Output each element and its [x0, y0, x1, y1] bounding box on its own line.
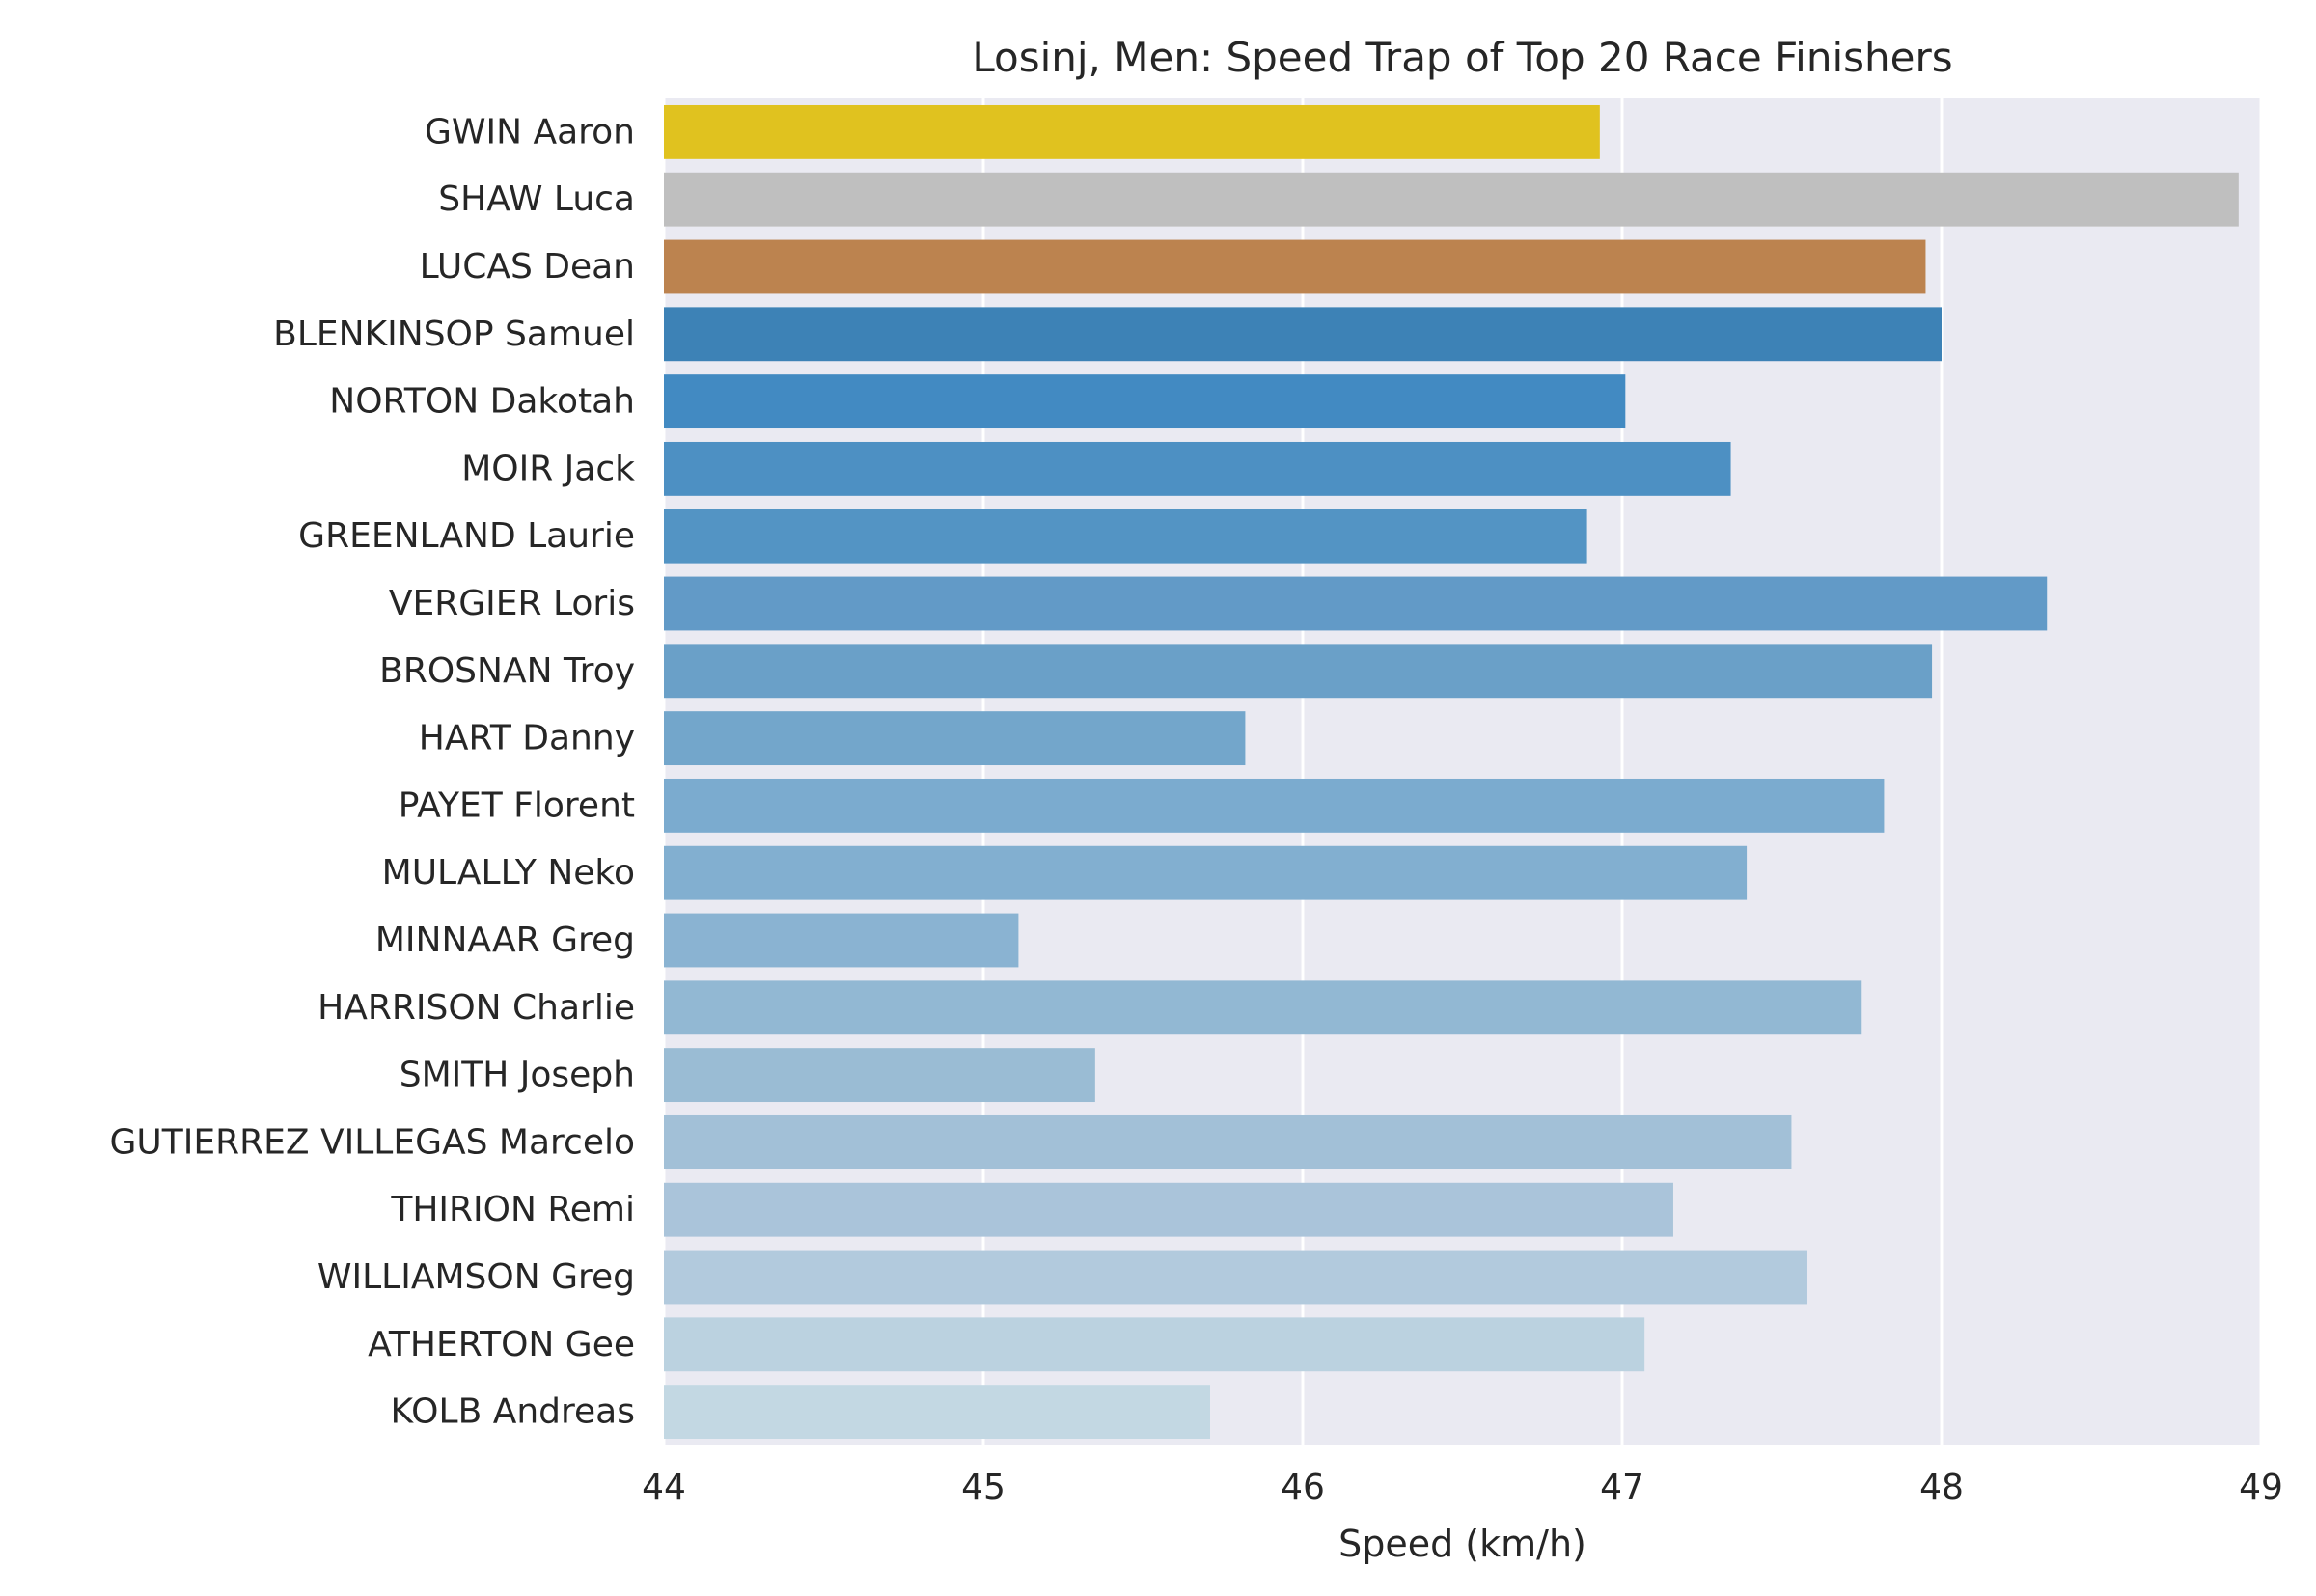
y-tick-label: GUTIERREZ VILLEGAS Marcelo: [110, 1122, 636, 1162]
bar: [664, 1114, 1792, 1169]
y-tick-label: WILLIAMSON Greg: [317, 1257, 635, 1297]
y-tick-label: VERGIER Loris: [389, 584, 635, 623]
y-tick-label: NORTON Dakotah: [329, 382, 635, 422]
y-tick-label: GWIN Aaron: [425, 112, 635, 151]
y-tick-label: THIRION Remi: [390, 1190, 635, 1229]
bar: [664, 1250, 1807, 1305]
bar: [664, 778, 1885, 833]
y-tick-label: LUCAS Dean: [420, 247, 635, 287]
y-tick-label: SMITH Joseph: [400, 1056, 635, 1095]
bar: [664, 239, 1926, 294]
plot-background: [664, 98, 2261, 1445]
y-tick-label: HART Danny: [419, 719, 635, 758]
bar: [664, 441, 1731, 496]
bar: [664, 1182, 1673, 1237]
y-tick-label: PAYET Florent: [399, 785, 635, 825]
bar: [664, 644, 1933, 699]
y-tick-label: ATHERTON Gee: [368, 1325, 635, 1364]
bar: [664, 1317, 1645, 1372]
bar: [664, 307, 1942, 362]
y-tick-label: MINNAAR Greg: [375, 921, 635, 960]
y-tick-label: KOLB Andreas: [391, 1392, 635, 1432]
bar: [664, 104, 1600, 159]
bar: [664, 980, 1862, 1035]
bar: [664, 509, 1587, 564]
bar: [664, 711, 1246, 766]
x-tick-label: 45: [961, 1468, 1006, 1507]
bar: [664, 913, 1019, 968]
x-axis-label: Speed (km/h): [1338, 1523, 1586, 1565]
bar: [664, 172, 2239, 227]
x-tick-label: 48: [1919, 1468, 1964, 1507]
bar: [664, 845, 1748, 900]
y-tick-label: HARRISON Charlie: [317, 988, 635, 1028]
y-tick-labels: GWIN Aaron SHAW Luca LUCAS Dean BLENKINSOP …: [110, 112, 636, 1431]
bar: [664, 1048, 1095, 1103]
chart-title: Losinj, Men: Speed Trap of Top 20 Race F…: [972, 34, 1952, 81]
x-tick-label: 47: [1600, 1468, 1644, 1507]
y-tick-label: MOIR Jack: [461, 449, 635, 488]
bars: [664, 104, 2239, 1440]
x-tick-label: 46: [1281, 1468, 1325, 1507]
x-tick-labels: 44 45 46 47 48 49: [642, 1468, 2283, 1507]
bar: [664, 374, 1626, 429]
bar: [664, 1385, 1211, 1440]
x-tick-label: 44: [642, 1468, 686, 1507]
y-tick-label: SHAW Luca: [438, 179, 635, 219]
y-tick-label: BROSNAN Troy: [379, 651, 635, 691]
y-tick-label: MULALLY Neko: [382, 853, 635, 893]
x-tick-label: 49: [2239, 1468, 2283, 1507]
bar: [664, 576, 2048, 631]
y-tick-label: BLENKINSOP Samuel: [273, 315, 635, 354]
y-tick-label: GREENLAND Laurie: [298, 516, 635, 556]
